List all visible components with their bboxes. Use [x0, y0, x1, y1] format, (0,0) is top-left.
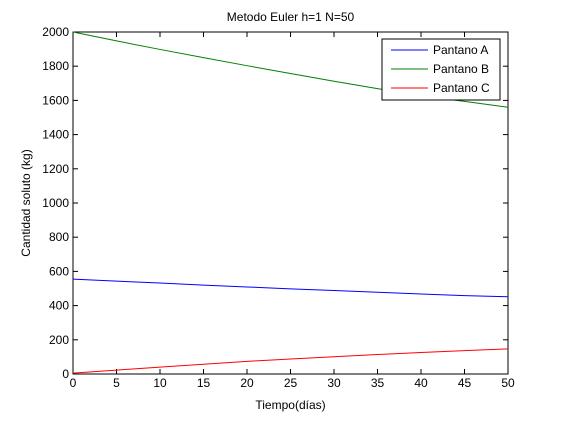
- x-tick-label: 45: [458, 376, 472, 390]
- axis-ticks: 0 5 10 15 20 25 30 35 40 45 50 0 200 400 600 800 1000 120…: [42, 25, 515, 390]
- y-tick-label: 1600: [42, 93, 69, 107]
- y-tick-label: 1000: [42, 196, 69, 210]
- y-tick-label: 2000: [42, 25, 69, 39]
- y-tick-label: 600: [49, 264, 69, 278]
- y-tick-label: 0: [62, 367, 69, 381]
- x-tick-label: 15: [197, 376, 211, 390]
- series-line-pantano-a: [72, 278, 509, 298]
- y-tick-label: 1200: [42, 162, 69, 176]
- x-tick-label: 20: [240, 376, 254, 390]
- x-tick-label: 10: [153, 376, 167, 390]
- x-tick-label: 5: [113, 376, 120, 390]
- y-tick-label: 1400: [42, 128, 69, 142]
- legend-label: Pantano A: [433, 43, 488, 57]
- y-axis-label: Cantidad soluto (kg): [19, 149, 33, 256]
- legend-label: Pantano C: [433, 81, 490, 95]
- x-tick-label: 35: [371, 376, 385, 390]
- series-line-pantano-c: [72, 348, 509, 374]
- x-tick-label: 30: [327, 376, 341, 390]
- x-axis-label: Tiempo(días): [255, 398, 325, 412]
- x-tick-label: 25: [284, 376, 298, 390]
- chart-title: Metodo Euler h=1 N=50: [227, 10, 355, 24]
- y-tick-label: 1800: [42, 59, 69, 73]
- x-tick-label: 40: [414, 376, 428, 390]
- y-tick-label: 400: [49, 299, 69, 313]
- legend-label: Pantano B: [433, 62, 489, 76]
- y-tick-label: 200: [49, 333, 69, 347]
- x-tick-label: 50: [501, 376, 515, 390]
- legend: Pantano A Pantano B Pantano C: [381, 38, 501, 101]
- x-tick-label: 0: [70, 376, 77, 390]
- y-tick-label: 800: [49, 230, 69, 244]
